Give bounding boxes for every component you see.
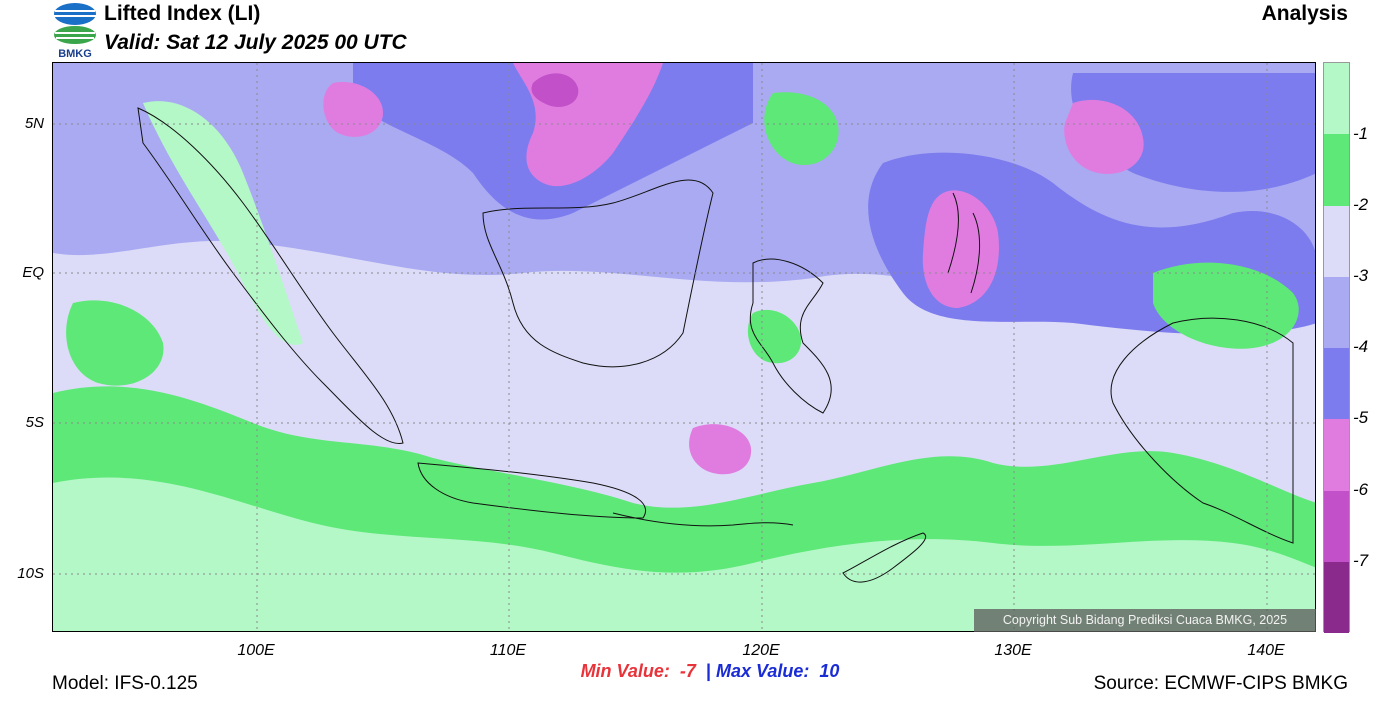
bmkg-logo: BMKG [52, 2, 98, 60]
colorbar-label: -7 [1353, 551, 1369, 570]
colorbar-label: -1 [1353, 124, 1369, 143]
colorbar-swatch [1324, 205, 1349, 277]
colorbar-label: -5 [1353, 408, 1369, 427]
lon-label-130e: 130E [994, 642, 1032, 659]
min-value-label: Min Value: [580, 661, 670, 681]
lon-label-100e: 100E [237, 642, 275, 659]
colorbar-swatch [1324, 419, 1349, 491]
lat-label-10s: 10S [17, 565, 44, 582]
separator: | [705, 661, 711, 681]
max-value-label: Max Value: [716, 661, 810, 681]
min-value: -7 [679, 661, 696, 681]
colorbar-swatch [1324, 63, 1349, 135]
lon-label-120e: 120E [742, 642, 780, 659]
min-max-values: Min Value: -7 | Max Value: 10 [0, 661, 1400, 682]
lat-label-eq: EQ [22, 264, 44, 281]
colorbar-label: -4 [1353, 337, 1369, 356]
lat-label-5s: 5S [25, 414, 44, 431]
colorbar-label: -3 [1353, 266, 1369, 285]
colorbar-swatch [1324, 134, 1349, 206]
svg-text:BMKG: BMKG [58, 48, 92, 60]
model-label: Model: IFS-0.125 [52, 673, 198, 694]
source-label: Source: ECMWF-CIPS BMKG [1093, 673, 1348, 694]
lat-label-5n: 5N [24, 115, 44, 132]
colorbar-swatch [1324, 490, 1349, 562]
colorbar-label: -6 [1353, 480, 1369, 499]
colorbar-swatch [1324, 348, 1349, 420]
max-value: 10 [819, 661, 840, 681]
colorbar-swatch [1324, 561, 1349, 633]
lon-label-140e: 140E [1247, 642, 1285, 659]
map-panel [52, 62, 1316, 632]
colorbar-swatch [1324, 276, 1349, 348]
colorbar [1323, 62, 1350, 633]
lon-label-110e: 110E [489, 642, 527, 659]
colorbar-label: -2 [1353, 195, 1369, 214]
chart-title: Lifted Index (LI) [104, 2, 261, 25]
valid-time: Valid: Sat 12 July 2025 00 UTC [104, 31, 407, 54]
copyright-notice: Copyright Sub Bidang Prediksi Cuaca BMKG… [974, 609, 1316, 632]
product-label: Analysis [1261, 2, 1348, 25]
